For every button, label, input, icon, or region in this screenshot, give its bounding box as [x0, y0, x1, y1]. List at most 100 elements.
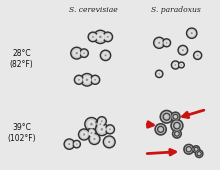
Circle shape: [178, 62, 184, 68]
Circle shape: [160, 110, 173, 123]
Circle shape: [100, 50, 111, 61]
Circle shape: [195, 150, 203, 157]
Circle shape: [81, 131, 88, 138]
Circle shape: [172, 121, 182, 130]
Text: S. cerevisiae: S. cerevisiae: [69, 6, 117, 14]
Circle shape: [171, 61, 180, 69]
Circle shape: [153, 37, 165, 49]
Circle shape: [103, 32, 113, 42]
Circle shape: [186, 147, 191, 152]
Circle shape: [178, 45, 188, 55]
Circle shape: [88, 32, 98, 42]
Circle shape: [193, 51, 202, 60]
Circle shape: [157, 71, 161, 76]
Circle shape: [104, 54, 106, 56]
Circle shape: [173, 62, 178, 68]
Circle shape: [184, 144, 194, 154]
Circle shape: [156, 39, 163, 46]
Circle shape: [171, 120, 183, 132]
Circle shape: [95, 119, 105, 129]
Circle shape: [178, 45, 188, 55]
Circle shape: [93, 30, 107, 44]
Circle shape: [92, 36, 94, 38]
Circle shape: [174, 115, 177, 118]
Circle shape: [93, 138, 95, 140]
Circle shape: [96, 33, 105, 41]
Circle shape: [103, 136, 116, 148]
Circle shape: [78, 129, 90, 140]
Circle shape: [180, 47, 186, 53]
Circle shape: [187, 28, 197, 38]
Circle shape: [154, 37, 165, 48]
Circle shape: [89, 133, 100, 144]
Circle shape: [175, 132, 178, 135]
Text: 39°C
(102°F): 39°C (102°F): [7, 123, 36, 143]
Circle shape: [87, 128, 96, 138]
Circle shape: [156, 70, 163, 78]
Circle shape: [109, 128, 111, 130]
Circle shape: [163, 39, 170, 47]
Circle shape: [64, 139, 75, 150]
Circle shape: [158, 42, 160, 44]
Circle shape: [180, 63, 183, 67]
Circle shape: [102, 52, 109, 59]
Circle shape: [95, 123, 108, 136]
Circle shape: [81, 50, 87, 56]
Circle shape: [171, 61, 180, 69]
Circle shape: [155, 70, 163, 78]
Circle shape: [193, 147, 199, 152]
Circle shape: [175, 64, 176, 66]
Circle shape: [101, 128, 103, 131]
Circle shape: [94, 30, 107, 44]
Circle shape: [174, 130, 180, 137]
Text: S. paradoxus: S. paradoxus: [150, 6, 200, 14]
Circle shape: [195, 148, 197, 150]
Circle shape: [182, 49, 184, 51]
Circle shape: [186, 28, 197, 39]
Circle shape: [90, 132, 92, 134]
Circle shape: [103, 32, 113, 42]
Circle shape: [89, 133, 100, 145]
Circle shape: [99, 36, 102, 38]
Circle shape: [74, 75, 84, 84]
Circle shape: [155, 124, 166, 135]
Circle shape: [159, 127, 163, 131]
Circle shape: [191, 32, 193, 34]
Circle shape: [187, 148, 191, 151]
Circle shape: [175, 131, 179, 136]
Circle shape: [73, 140, 80, 148]
Circle shape: [83, 76, 91, 84]
Circle shape: [81, 73, 93, 86]
Circle shape: [173, 130, 181, 138]
Circle shape: [98, 125, 106, 133]
Circle shape: [185, 146, 192, 153]
Circle shape: [90, 75, 100, 84]
Circle shape: [78, 79, 80, 81]
Circle shape: [105, 125, 114, 134]
Circle shape: [90, 123, 93, 125]
Circle shape: [73, 49, 81, 57]
Circle shape: [91, 135, 98, 143]
Circle shape: [194, 147, 198, 151]
Circle shape: [181, 64, 182, 66]
Circle shape: [178, 62, 184, 68]
Circle shape: [66, 141, 73, 148]
Circle shape: [171, 112, 180, 121]
Circle shape: [86, 79, 88, 81]
Circle shape: [88, 130, 95, 136]
Circle shape: [105, 125, 115, 134]
Circle shape: [197, 152, 201, 156]
Circle shape: [74, 75, 83, 84]
Circle shape: [174, 122, 180, 129]
Circle shape: [97, 116, 106, 126]
Circle shape: [97, 121, 103, 127]
Circle shape: [158, 126, 164, 132]
Circle shape: [162, 39, 171, 47]
Circle shape: [105, 138, 113, 146]
Circle shape: [188, 30, 195, 37]
Circle shape: [99, 118, 105, 124]
Circle shape: [90, 34, 96, 40]
Circle shape: [95, 123, 108, 136]
Circle shape: [107, 36, 109, 38]
Circle shape: [107, 126, 113, 132]
